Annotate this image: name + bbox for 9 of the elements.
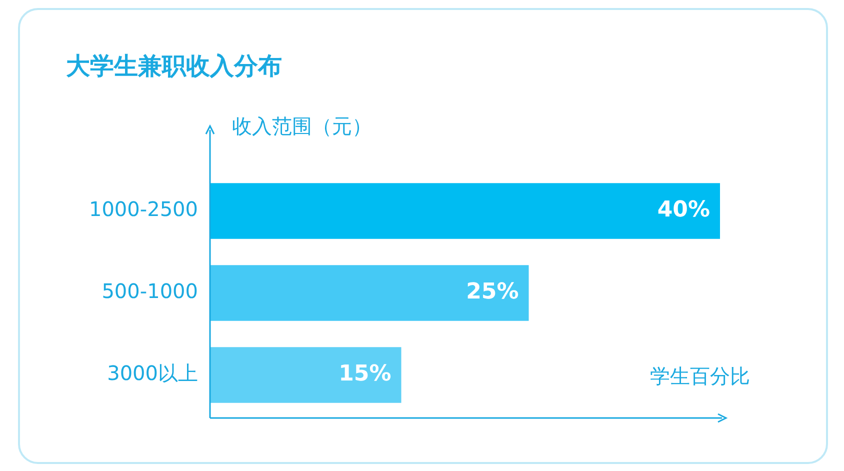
y-tick-label: 500-1000 [102,279,198,304]
chart-title: 大学生兼职收入分布 [66,51,282,82]
y-axis-title: 收入范围（元） [232,114,372,138]
data-label: 15% [338,362,392,387]
x-axis-title: 学生百分比 [650,364,750,388]
data-label: 25% [466,280,519,305]
data-label: 40% [657,198,710,223]
y-tick-label: 3000以上 [107,361,198,386]
y-tick-label: 1000-2500 [88,197,198,222]
